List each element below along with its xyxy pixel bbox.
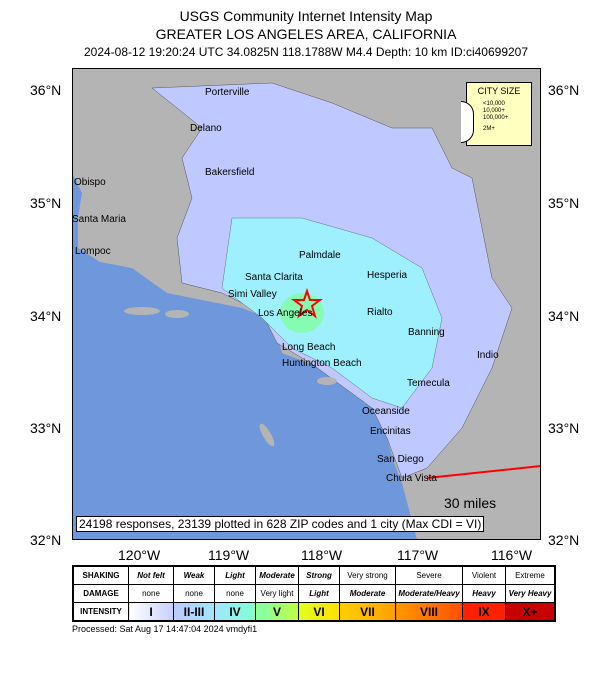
city-label: Huntington Beach [282,358,362,369]
city-label: Long Beach [282,342,335,353]
island [259,423,275,447]
city-label: Encinitas [370,426,411,437]
lat-tick-right: 36°N [548,82,580,98]
damage-value: Light [298,584,340,603]
shaking-value: Strong [298,565,340,585]
city-label: Rialto [367,307,393,318]
intensity-row: INTENSITY I II-III IV V VI VII VIII IX X… [72,602,556,622]
city-label: San Diego [377,454,424,465]
city-label: Temecula [407,378,450,389]
city-size-item: 100,000+ [483,115,509,121]
region-title: GREATER LOS ANGELES AREA, CALIFORNIA [155,26,457,42]
city-size-circles-icon [461,101,474,143]
intensity-value: VI [298,602,340,622]
city-label: Santa Clarita [245,272,303,283]
city-label: Banning [408,327,445,338]
lat-tick-left: 32°N [30,532,62,548]
lat-tick-left: 33°N [30,420,62,436]
intensity-value: I [128,602,174,622]
lon-tick: 120°W [118,547,161,563]
shaking-value: Moderate [255,565,299,585]
city-label: Oceanside [362,406,410,417]
damage-row: DAMAGE none none none Very light Light M… [72,584,556,603]
city-label: Lompoc [75,246,111,257]
shaking-value: Severe [395,565,463,585]
shaking-value: Light [214,565,256,585]
intensity-legend: SHAKING Not felt Weak Light Moderate Str… [72,565,556,622]
border-line [426,465,541,479]
damage-value: Moderate/Heavy [395,584,463,603]
lat-tick-right: 34°N [548,308,580,324]
city-size-title: CITY SIZE [477,86,521,96]
lat-tick-right: 32°N [548,532,580,548]
lon-tick: 117°W [397,547,439,563]
lat-tick-right: 35°N [548,195,580,211]
city-label: Indio [477,350,499,361]
shaking-value: Extreme [505,565,556,585]
intensity-map: Porterville Delano Bakersfield Obispo Sa… [72,68,541,540]
cdi-iv-area [221,217,443,409]
shaking-value: Weak [173,565,215,585]
city-label: Obispo [74,177,106,188]
scale-bar-label: 30 miles [444,495,497,511]
lat-tick-left: 34°N [30,308,62,324]
city-size-item: <10,000 [483,101,505,107]
lon-tick: 119°W [208,547,250,563]
damage-value: Very light [255,584,299,603]
lat-tick-left: 36°N [30,82,62,98]
intensity-value: VII [339,602,396,622]
city-size-item: 10,000+ [483,108,505,114]
intensity-value: VIII [395,602,463,622]
city-label: Los Angeles [258,308,313,319]
damage-header: DAMAGE [72,584,129,603]
shaking-value: Very strong [339,565,396,585]
lat-tick-right: 33°N [548,420,580,436]
damage-value: none [173,584,215,603]
city-labels: Porterville Delano Bakersfield Obispo Sa… [72,87,499,484]
city-label: Palmdale [299,250,341,261]
intensity-value: X+ [505,602,556,622]
damage-value: Moderate [339,584,396,603]
damage-value: Very Heavy [505,584,556,603]
damage-value: none [128,584,174,603]
shaking-row: SHAKING Not felt Weak Light Moderate Str… [72,565,556,585]
intensity-header: INTENSITY [72,602,129,622]
city-label: Hesperia [367,270,407,281]
city-size-item: 2M+ [483,126,495,132]
map-frame [72,68,541,540]
ocean [72,173,417,540]
island [165,310,189,318]
city-size-legend: CITY SIZE <10,000 10,000+ 100,000+ 2M+ [461,82,532,146]
shaking-header: SHAKING [72,565,129,585]
city-label: Delano [190,123,222,134]
city-label: Porterville [205,87,250,98]
event-info: 2024-08-12 19:20:24 UTC 34.0825N 118.178… [83,45,529,59]
island [124,307,160,315]
epicenter-star-icon [291,287,323,319]
lon-tick: 118°W [301,547,343,563]
response-stats: 24198 responses, 23139 plotted in 628 ZI… [76,516,485,532]
shaking-value: Not felt [128,565,174,585]
intensity-value: II-III [173,602,215,622]
island [317,377,337,385]
intensity-value: IX [462,602,506,622]
city-label: Chula Vista [386,473,437,484]
lat-tick-left: 35°N [30,195,62,211]
damage-value: none [214,584,256,603]
intensity-value: IV [214,602,256,622]
damage-value: Heavy [462,584,506,603]
city-label: Santa Maria [72,214,126,225]
shaking-value: Violent [462,565,506,585]
intensity-value: V [255,602,299,622]
processed-timestamp: Processed: Sat Aug 17 14:47:04 2024 vmdy… [72,624,258,634]
map-title: USGS Community Internet Intensity Map [179,8,433,24]
lon-tick: 116°W [491,547,533,563]
city-label: Bakersfield [205,167,254,178]
city-label: Simi Valley [228,289,277,300]
